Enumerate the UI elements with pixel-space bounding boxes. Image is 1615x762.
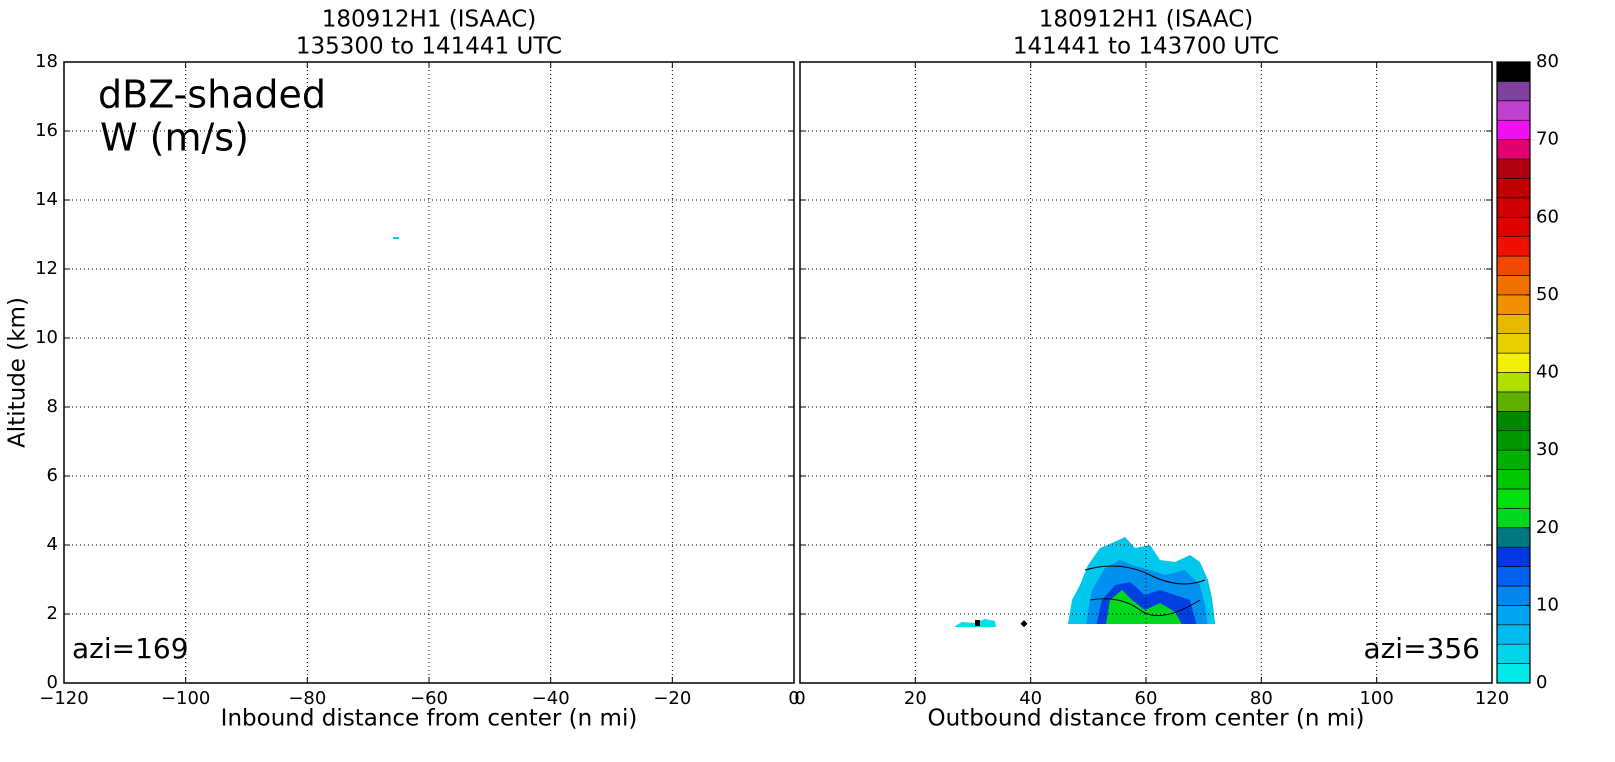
x-tick-label: 0 [788,688,799,709]
colorbar-swatch [1496,411,1531,432]
colorbar-swatch [1496,119,1531,140]
colorbar-swatch [1496,294,1531,315]
colorbar-tick-label: 10 [1536,594,1559,615]
x-tick-label: −60 [410,688,448,709]
colorbar-tick-label: 20 [1536,517,1559,538]
colorbar-swatch [1496,624,1531,645]
colorbar-tick-label: 80 [1536,51,1559,72]
colorbar-swatch [1496,372,1531,393]
colorbar-swatch [1496,430,1531,451]
colorbar-swatch [1496,449,1531,470]
radar-echo [393,237,1216,628]
colorbar-swatch [1496,546,1531,567]
x-axis-label: Inbound distance from center (n mi) [221,706,638,732]
y-tick-label: 12 [35,258,58,279]
chart-subtitle: 135300 to 141441 UTC [296,34,562,60]
x-tick-label: 80 [1250,688,1273,709]
colorbar-swatch [1496,508,1531,529]
colorbar-tick-label: 0 [1536,672,1547,693]
y-tick-label: 8 [47,396,58,417]
colorbar-tick-label: 40 [1536,362,1559,383]
y-axis-label: Altitude (km) [5,297,31,448]
colorbar-swatch [1496,197,1531,218]
colorbar-swatch [1496,139,1531,160]
colorbar-swatch [1496,61,1531,82]
colorbar-swatch [1496,178,1531,199]
annotation: dBZ-shaded [98,73,326,117]
echo-speck [975,620,980,626]
x-tick-label: −20 [653,688,691,709]
x-tick-label: 40 [1019,688,1042,709]
colorbar-swatch [1496,158,1531,179]
y-tick-label: 14 [35,189,58,210]
colorbar-swatch [1496,333,1531,354]
y-tick-label: 2 [47,603,58,624]
plot-frame [799,61,1493,684]
annotation: W (m/s) [100,116,249,160]
y-tick-label: 10 [35,327,58,348]
x-tick-label: 100 [1359,688,1393,709]
colorbar-swatch [1496,527,1531,548]
colorbar-swatch [1496,663,1531,684]
colorbar-swatch [1496,236,1531,257]
colorbar-tick-label: 60 [1536,206,1559,227]
x-tick-label: 20 [904,688,927,709]
colorbar-swatch [1496,469,1531,490]
colorbar-swatch [1496,255,1531,276]
colorbar-swatch [1496,585,1531,606]
y-tick-label: 4 [47,534,58,555]
colorbar-frame [1496,61,1531,684]
plot-frame [63,61,795,684]
colorbar-swatch [1496,352,1531,373]
colorbar-swatch [1496,275,1531,296]
colorbar-swatch [1496,643,1531,664]
colorbar-tick-label: 30 [1536,439,1559,460]
x-tick-label: −80 [288,688,326,709]
x-tick-label: −40 [532,688,570,709]
echo-speck [393,237,399,239]
w-contour [1084,565,1206,617]
colorbar-swatch [1496,605,1531,626]
echo-speck [1020,620,1028,628]
chart-subtitle: 141441 to 143700 UTC [1013,34,1279,60]
colorbar-swatch [1496,313,1531,334]
chart-title: 180912H1 (ISAAC) [322,7,537,33]
colorbar-tick-label: 70 [1536,129,1559,150]
colorbar-swatch [1496,566,1531,587]
annotation: azi=356 [1363,632,1480,665]
y-tick-label: 6 [47,465,58,486]
y-tick-label: 16 [35,120,58,141]
x-tick-label: −100 [161,688,210,709]
annotation: azi=169 [72,632,189,665]
colorbar-swatch [1496,488,1531,509]
chart-title: 180912H1 (ISAAC) [1039,7,1254,33]
x-tick-label: −120 [39,688,88,709]
colorbar-tick-label: 50 [1536,284,1559,305]
x-axis-label: Outbound distance from center (n mi) [928,706,1365,732]
x-tick-label: 120 [1475,688,1509,709]
colorbar-swatch [1496,216,1531,237]
colorbar-swatch [1496,81,1531,102]
y-tick-label: 18 [35,51,58,72]
x-tick-label: 0 [794,688,805,709]
y-tick-label: 0 [47,672,58,693]
colorbar-swatch [1496,100,1531,121]
x-tick-label: 60 [1135,688,1158,709]
colorbar-swatch [1496,391,1531,412]
